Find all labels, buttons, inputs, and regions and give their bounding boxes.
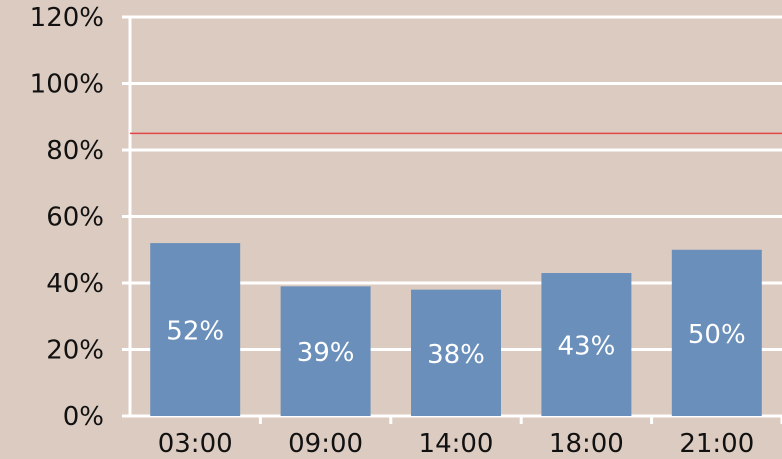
bar bbox=[280, 286, 371, 416]
bar-value-label: 52% bbox=[166, 317, 224, 347]
bar bbox=[541, 273, 632, 416]
y-tick-label: 20% bbox=[46, 336, 104, 366]
bar-value-labels: 52% 39% 38% 43% 50% bbox=[166, 317, 745, 370]
bar bbox=[411, 289, 501, 416]
y-tick-label: 0% bbox=[63, 402, 104, 432]
y-tick-label: 100% bbox=[30, 70, 104, 100]
x-tick-label: 03:00 bbox=[158, 429, 233, 459]
bar bbox=[671, 249, 762, 416]
y-tick-label: 120% bbox=[30, 3, 104, 33]
y-axis-tick-labels: 0% 20% 40% 60% 80% 100% 120% bbox=[30, 3, 104, 432]
y-tick-label: 60% bbox=[46, 203, 104, 233]
x-tick-label: 14:00 bbox=[419, 429, 494, 459]
bar-value-label: 38% bbox=[427, 340, 485, 370]
x-axis-tick-labels: 03:00 09:00 14:00 18:00 21:00 bbox=[158, 429, 755, 459]
bar bbox=[150, 243, 241, 416]
bar-value-label: 50% bbox=[688, 320, 746, 350]
bars bbox=[150, 243, 762, 416]
bar-value-label: 43% bbox=[558, 332, 616, 362]
x-tick-label: 09:00 bbox=[288, 429, 363, 459]
bar-value-label: 39% bbox=[297, 338, 355, 368]
x-tick-label: 18:00 bbox=[549, 429, 624, 459]
y-tick-label: 80% bbox=[46, 136, 104, 166]
y-tick-label: 40% bbox=[46, 269, 104, 299]
x-tick-label: 21:00 bbox=[679, 429, 754, 459]
